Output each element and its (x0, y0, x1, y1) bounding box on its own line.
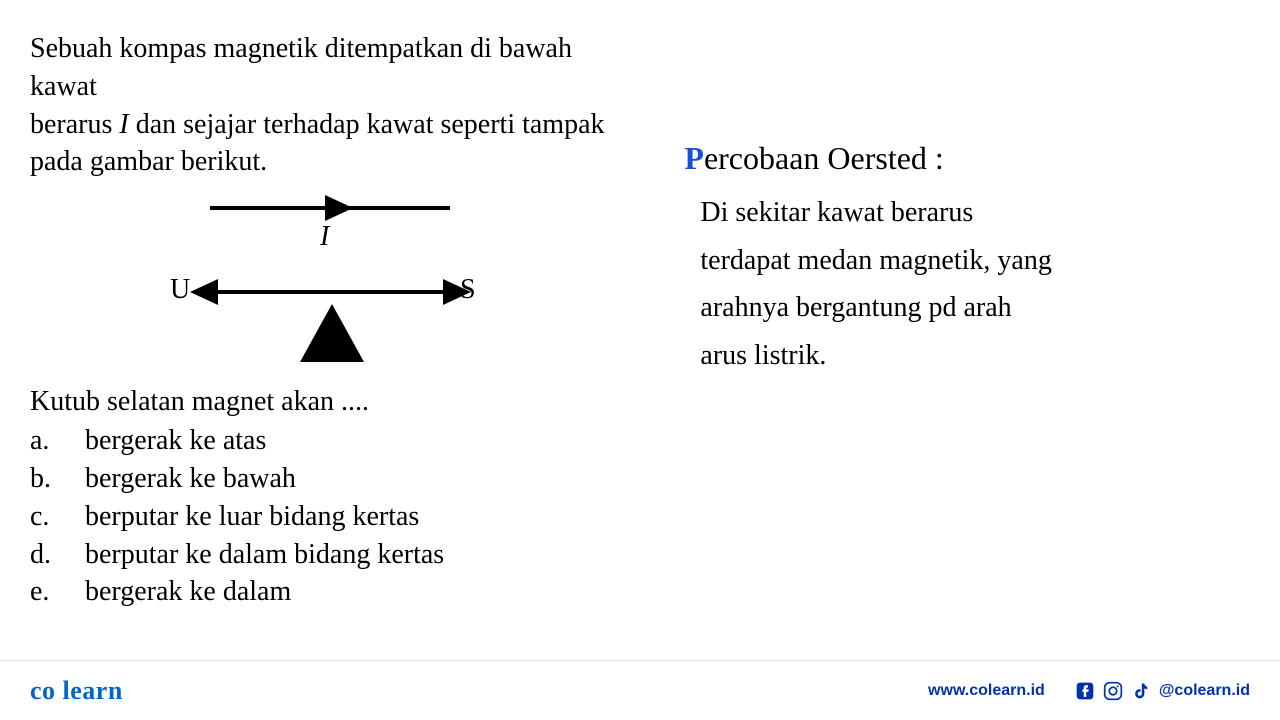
footer: co learn www.colearn.id @colearn.id (0, 660, 1280, 720)
label-i: I (320, 221, 329, 253)
current-arrow-head (325, 195, 353, 221)
option-a: a. bergerak ke atas (30, 422, 644, 460)
footer-right: www.colearn.id @colearn.id (928, 681, 1250, 701)
body-line3: arahnya bergantung pd arah (700, 292, 1011, 323)
option-letter: a. (30, 422, 85, 460)
title-rest: ercobaan Oersted : (704, 140, 944, 176)
question-line1: Sebuah kompas magnetik ditempatkan di ba… (30, 33, 572, 102)
body-line1: Di sekitar kawat berarus (700, 197, 973, 228)
diagram: I U S (30, 196, 644, 376)
instagram-icon[interactable] (1103, 681, 1123, 701)
question-prompt: Kutub selatan magnet akan .... (30, 386, 644, 418)
body-line2: terdapat medan magnetik, yang (700, 245, 1051, 276)
notes-column: Percobaan Oersted : Di sekitar kawat ber… (664, 30, 1250, 610)
handwriting-body: Di sekitar kawat berarus terdapat medan … (684, 189, 1250, 379)
question-line2-italic: I (119, 109, 128, 140)
website-link[interactable]: www.colearn.id (928, 682, 1045, 700)
question-line2-post: dan sejajar terhadap kawat seperti tampa… (129, 109, 605, 140)
compass-arrow-right (443, 279, 471, 305)
handwriting-title: Percobaan Oersted : (684, 140, 1250, 177)
question-column: Sebuah kompas magnetik ditempatkan di ba… (30, 30, 664, 610)
tiktok-icon[interactable] (1131, 681, 1151, 701)
logo-dot-icon (56, 676, 63, 705)
option-e: e. bergerak ke dalam (30, 573, 644, 611)
pivot-triangle-icon (300, 304, 364, 362)
option-text: bergerak ke dalam (85, 573, 291, 611)
option-letter: d. (30, 536, 85, 574)
logo-learn: learn (63, 676, 123, 705)
content-area: Sebuah kompas magnetik ditempatkan di ba… (0, 0, 1280, 630)
option-d: d. berputar ke dalam bidang kertas (30, 536, 644, 574)
option-letter: e. (30, 573, 85, 611)
label-u: U (170, 274, 190, 306)
body-line4: arus listrik. (700, 340, 826, 371)
compass-needle (205, 290, 455, 294)
question-line2-pre: berarus (30, 109, 119, 140)
option-letter: c. (30, 498, 85, 536)
logo-co: co (30, 676, 56, 705)
title-first-letter: P (684, 140, 704, 176)
socials: @colearn.id (1075, 681, 1250, 701)
social-handle[interactable]: @colearn.id (1159, 682, 1250, 700)
option-text: bergerak ke atas (85, 422, 266, 460)
option-text: bergerak ke bawah (85, 460, 296, 498)
option-letter: b. (30, 460, 85, 498)
option-text: berputar ke dalam bidang kertas (85, 536, 444, 574)
question-line3: pada gambar berikut. (30, 146, 267, 177)
question-text: Sebuah kompas magnetik ditempatkan di ba… (30, 30, 644, 181)
facebook-icon[interactable] (1075, 681, 1095, 701)
option-c: c. berputar ke luar bidang kertas (30, 498, 644, 536)
option-text: berputar ke luar bidang kertas (85, 498, 419, 536)
logo: co learn (30, 676, 123, 706)
options-list: a. bergerak ke atas b. bergerak ke bawah… (30, 422, 644, 611)
option-b: b. bergerak ke bawah (30, 460, 644, 498)
